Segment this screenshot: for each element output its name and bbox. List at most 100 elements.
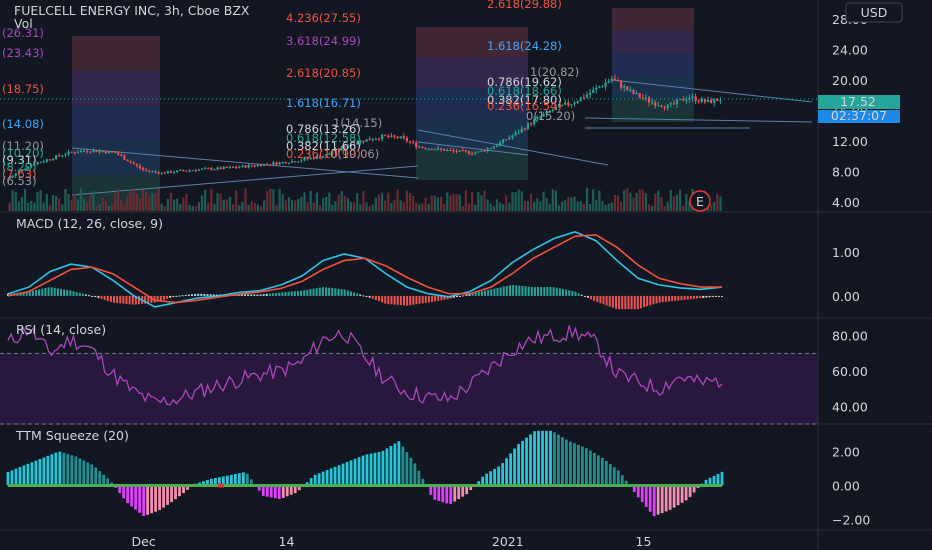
candle-body [123,155,126,160]
volume-bar [117,189,120,211]
macd-histogram-bar [119,295,122,304]
last-price-value: 17.52 [840,94,876,109]
squeeze-axis[interactable]: 2.00 0.00 −2.00 [832,444,870,527]
volume-bar [362,190,365,211]
trend-line[interactable] [584,117,813,123]
squeeze-bar [553,432,556,486]
candle-body [700,98,703,102]
rsi-axis[interactable]: 80.00 60.00 40.00 [832,329,868,415]
macd-histogram-bar [66,289,69,296]
volume-bar [427,203,430,211]
candle-body [514,132,517,136]
squeeze-bar [46,455,50,486]
macd-histogram-bar [452,295,455,298]
volume-bar [294,200,297,211]
macd-histogram-bar [590,295,593,300]
candle-body [182,169,185,171]
earnings-marker[interactable]: E [689,190,711,212]
volume-bar [48,205,51,211]
macd-histogram-bar [169,295,172,298]
squeeze-bar [202,481,205,486]
macd-histogram-bar [50,287,53,296]
macd-histogram-bar [272,293,275,296]
fib-zone-band [72,140,160,176]
squeeze-bar [74,456,78,486]
fib-zone-band [416,27,528,58]
squeeze-bar [620,475,624,486]
currency-button-frame[interactable] [845,2,903,23]
currency-label[interactable]: USD [861,5,888,20]
squeeze-bar [257,485,261,491]
macd-histogram-bar [717,295,720,297]
squeeze-bar [78,458,82,486]
volume-bar [328,192,331,211]
squeeze-bar [162,485,165,508]
volume-bar [346,197,350,211]
price-axis-tick: 4.00 [832,195,860,210]
candle-body [551,109,554,111]
macd-histogram-bar [477,291,480,296]
candle-body [710,99,713,104]
volume-bar [408,193,412,211]
squeeze-bar [182,485,185,494]
volume-bar [585,187,589,211]
volume-bar [688,201,691,211]
volume-bar [526,201,530,211]
macd-histogram-bar [318,287,321,296]
countdown-tag[interactable] [818,110,900,123]
earnings-marker-letter: E [696,194,704,209]
trend-line[interactable] [611,79,813,103]
time-axis[interactable]: Dec 14 2021 15 [132,534,652,549]
macd-histogram-bar [25,291,28,296]
trend-line[interactable] [417,129,609,166]
volume-bar [8,202,11,211]
candle-body [312,157,315,159]
squeeze-bar [461,485,465,497]
trend-line[interactable] [417,141,529,156]
volume-bar [58,198,61,211]
trend-line[interactable] [71,147,419,179]
squeeze-bar [273,485,277,499]
candle-body [629,90,632,92]
macd-histogram-bar [721,295,723,297]
squeeze-bar [640,485,644,503]
fib-zone-band [416,118,528,150]
squeeze-bar [365,454,369,486]
macd-title: MACD (12, 26, close, 9) [16,216,163,231]
macd-axis[interactable]: 1.00 0.00 [832,245,860,304]
candle-body [263,163,266,167]
volume-bar [415,202,418,211]
candle-body [269,164,272,166]
fib-level-label: 4.236(27.55) [286,11,361,25]
volume-bar [588,203,592,211]
volume-bar [719,196,722,211]
macd-histogram-bar [399,295,402,306]
squeeze-bar [521,440,524,486]
earnings-marker-circle[interactable] [689,190,711,212]
candle-body [384,134,387,136]
volume-bar [682,205,685,211]
candle-body [20,169,24,172]
volume-bar [393,200,396,211]
candle-body [439,148,443,150]
volume-bar [536,198,539,211]
volume-bar [213,203,216,211]
squeeze-bar [624,480,628,486]
candle-body [191,170,194,172]
candle-body [92,150,95,153]
price-axis-tick: 8.00 [832,165,860,180]
squeeze-bar [692,485,696,493]
volume-bar [284,200,287,211]
candle-body [533,119,536,125]
volume-bar [353,202,356,211]
time-axis-tick: 2021 [492,534,524,549]
currency-button[interactable]: USD [845,2,903,23]
fib-zone-band [416,57,528,89]
candle-body [446,149,449,151]
macd-histogram-bar [643,295,646,308]
last-price-tag[interactable] [818,95,900,109]
fib-level-label: (11.20) [2,139,44,153]
candle-body [557,104,561,108]
